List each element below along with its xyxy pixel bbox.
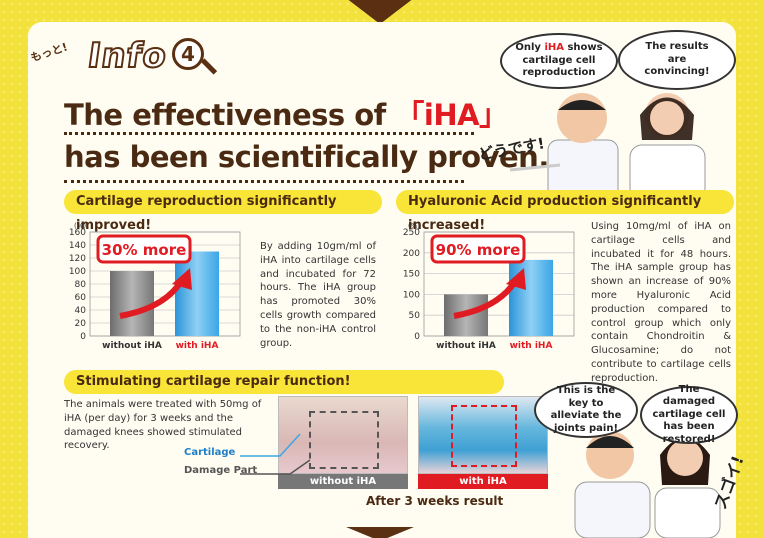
- photo-with-iha: [418, 396, 548, 474]
- info-number-badge: 4: [172, 38, 204, 70]
- callout-text: 90% more: [436, 241, 521, 259]
- y-tick-label: 160: [69, 228, 86, 238]
- x-tick-label: without iHA: [102, 341, 162, 351]
- y-tick-label: 40: [75, 306, 87, 316]
- x-tick-label: without iHA: [436, 341, 496, 351]
- woman-speech-bubble-top: The results are convincing!: [618, 30, 736, 90]
- section2-heading: Hyaluronic Acid production significantly…: [396, 190, 734, 233]
- caption-with-iha: with iHA: [418, 474, 548, 489]
- y-axis-label: (%): [408, 222, 420, 230]
- doctor-woman-figure: [629, 93, 706, 200]
- page-title-line2: has been scientifically proven.: [64, 140, 549, 174]
- section1-heading: Cartilage reproduction significantly imp…: [64, 190, 382, 233]
- x-tick-label: with iHA: [510, 341, 553, 351]
- down-arrow-top: [346, 0, 414, 24]
- label-damage-part: Damage Part: [184, 465, 258, 476]
- callout-arrowhead: [506, 268, 526, 290]
- bubble-text-prefix: Only: [515, 42, 545, 54]
- title-highlight: 「iHA」: [395, 98, 508, 132]
- label-cartilage: Cartilage: [184, 447, 236, 458]
- y-tick-label: 200: [403, 249, 420, 259]
- y-tick-label: 0: [414, 332, 420, 342]
- woman-speech-bubble-bottom: The damaged cartilage cell has been rest…: [640, 384, 738, 445]
- plot-frame: [423, 231, 575, 337]
- doctors-illustration-bottom: [574, 431, 721, 538]
- y-tick-label: 100: [69, 267, 86, 277]
- callout-arrowhead: [172, 268, 192, 290]
- y-tick-label: 150: [403, 270, 420, 280]
- y-tick-label: 120: [69, 254, 86, 264]
- y-tick-label: 0: [80, 332, 86, 342]
- doctor-man-figure: [509, 93, 619, 200]
- info-word: Info: [84, 35, 171, 77]
- x-tick-label: with iHA: [176, 341, 219, 351]
- y-tick-label: 250: [403, 228, 420, 238]
- callout-box: [96, 234, 192, 264]
- chart-cartilage-reproduction: (%)160 140 120 100 80 60 40 20 0 without iHA with…: [69, 222, 241, 351]
- y-tick-label: 140: [69, 241, 86, 251]
- y-tick-label: 50: [409, 311, 421, 321]
- y-tick-label: 20: [75, 319, 87, 329]
- doctor-woman-bottom: [654, 437, 721, 538]
- caption-without-iha: without iHA: [278, 474, 408, 489]
- chart-hyaluronic-acid: (%)250 200 150 100 50 0 without iHA with iHA 90…: [403, 222, 575, 351]
- page-title-line1: The effectiveness of 「iHA」: [64, 92, 508, 134]
- section1-description: By adding 10gm/ml of iHA into cartilage …: [260, 241, 376, 349]
- doctors-illustration: [509, 93, 706, 200]
- y-tick-label: 80: [75, 280, 87, 290]
- section2-description: Using 10mg/ml of iHA on cartilage cells …: [591, 221, 731, 384]
- down-arrow-bottom: [346, 527, 414, 538]
- y-tick-label: 100: [403, 290, 420, 300]
- bar-with-iha: [509, 259, 553, 336]
- bar-without-iha: [110, 271, 154, 336]
- damage-part-box-with: [451, 405, 517, 467]
- bubble-text-rest: shows cartilage cell reproduction: [522, 42, 603, 79]
- man-speech-bubble-bottom: This is the key to alleviate the joints …: [534, 382, 638, 438]
- title-underline-2: [64, 180, 464, 184]
- damage-part-box-without: [309, 411, 379, 469]
- plot-frame: [89, 231, 241, 337]
- callout-text: 30% more: [102, 241, 187, 259]
- result-caption: After 3 weeks result: [366, 494, 504, 508]
- section3-description: The animals were treated with 50mg of iH…: [64, 399, 262, 452]
- y-tick-label: 60: [75, 293, 87, 303]
- photo-without-iha: [278, 396, 408, 474]
- doctor-speech-bubble: Only iHA shows cartilage cell reproducti…: [500, 33, 618, 89]
- label-pointer-lines: [240, 433, 311, 475]
- section3-heading: Stimulating cartilage repair function!: [64, 370, 504, 394]
- y-axis-label: (%): [74, 222, 86, 230]
- bubble-text-highlight: iHA: [544, 42, 564, 54]
- doctor-man-bottom: [574, 431, 651, 538]
- bar-with-iha: [175, 251, 219, 336]
- title-prefix: The effectiveness of: [64, 98, 386, 132]
- callout-box: [430, 234, 526, 264]
- title-underline-1: [64, 132, 474, 136]
